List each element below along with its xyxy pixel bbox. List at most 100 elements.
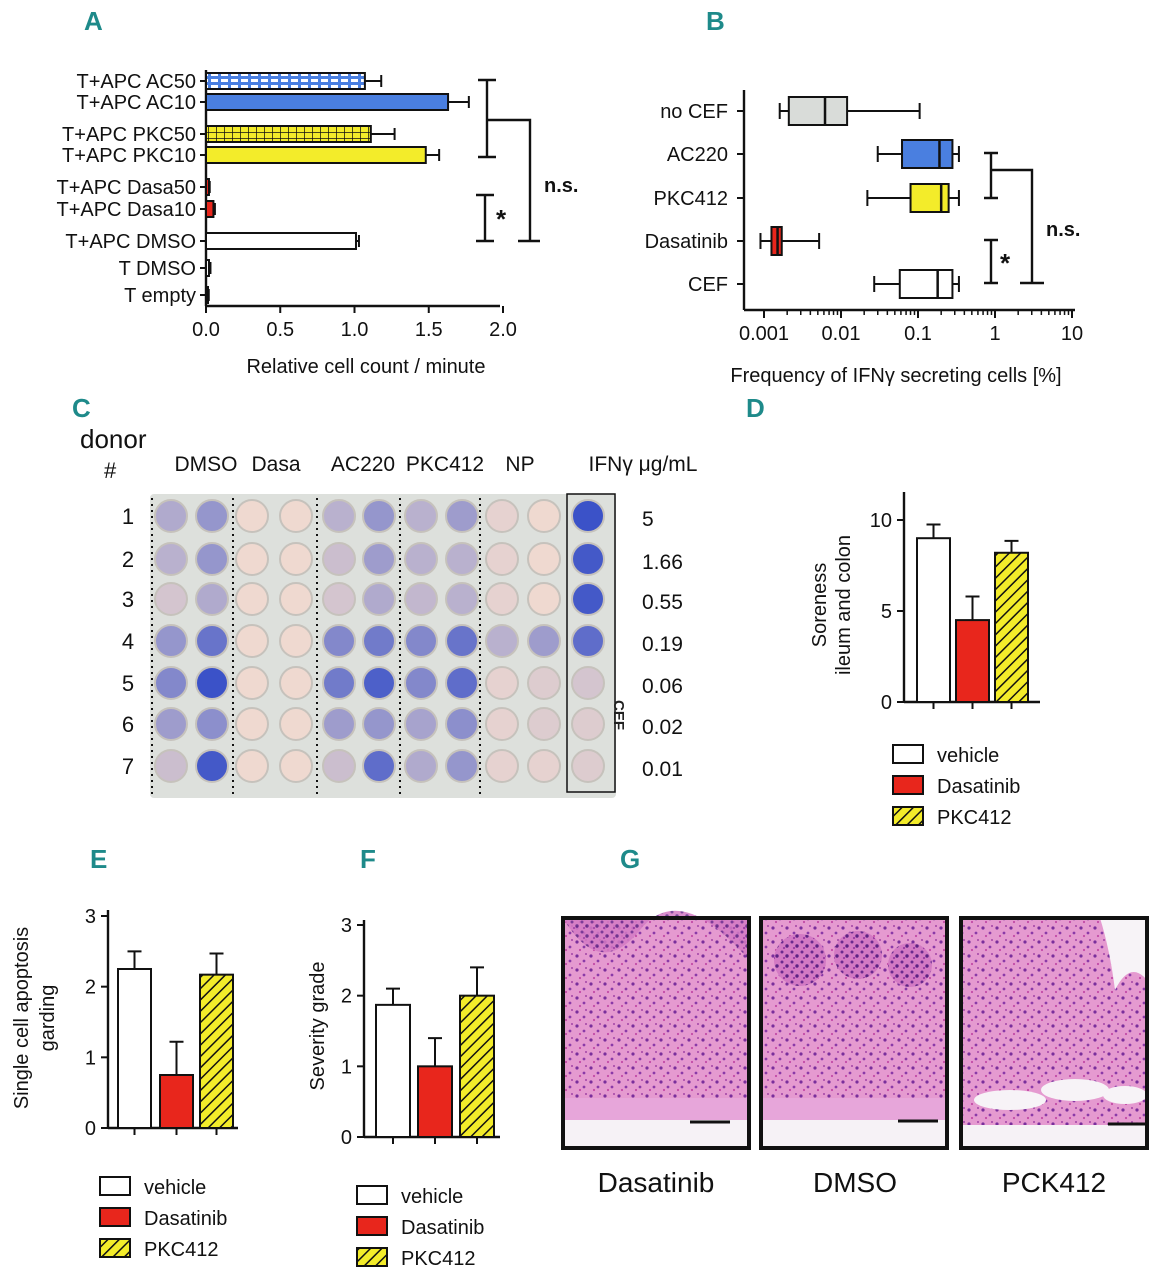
elispot-well xyxy=(404,666,438,700)
elispot-well xyxy=(445,624,479,658)
panel-a-error-bar xyxy=(364,75,383,87)
elispot-ifn-value: 1.66 xyxy=(642,551,683,574)
elispot-well xyxy=(527,666,561,700)
elispot-well xyxy=(445,707,479,741)
panel-label-d: D xyxy=(746,393,765,423)
panel-f-y-tick-label: 3 xyxy=(341,915,352,937)
elispot-hash-label: # xyxy=(104,458,117,483)
elispot-well xyxy=(445,749,479,783)
elispot-well xyxy=(235,542,269,576)
panel-e-bar xyxy=(199,973,234,1129)
panel-e-legend-label: PKC412 xyxy=(144,1239,219,1261)
histology-image-dmso xyxy=(759,916,949,1150)
panel-b-whisker xyxy=(759,233,821,249)
elispot-well xyxy=(279,707,313,741)
panel-f-bar xyxy=(417,1065,453,1139)
panel-e-legend-swatch xyxy=(99,1238,131,1258)
elispot-well xyxy=(362,749,396,783)
panel-d-bar xyxy=(955,619,990,703)
panel-a-x-tick-label: 1.5 xyxy=(415,319,443,341)
panel-f-legend-label: vehicle xyxy=(401,1186,463,1208)
panel-a-x-tick-label: 1.0 xyxy=(341,319,369,341)
elispot-well xyxy=(279,749,313,783)
panel-e-legend-label: vehicle xyxy=(144,1177,206,1199)
panel-b-category-label: CEF xyxy=(688,274,728,296)
elispot-well xyxy=(485,542,519,576)
elispot-well xyxy=(445,582,479,616)
elispot-ifn-value: 0.55 xyxy=(642,591,683,614)
elispot-donor-number: 1 xyxy=(122,504,134,529)
panel-e-bar-chart: 0 1 2 3 Single cell apoptosis garding vehic… xyxy=(11,906,238,1261)
histology-image-dasatinib xyxy=(561,910,751,1150)
elispot-well xyxy=(322,749,356,783)
elispot-column-header: IFNγ μg/mL xyxy=(589,453,698,476)
panel-a-error-bar xyxy=(425,149,441,161)
elispot-well xyxy=(154,582,188,616)
panel-d-y-tick-label: 10 xyxy=(870,510,892,532)
elispot-donor-label: donor xyxy=(80,424,147,454)
panel-f-legend-label: Dasatinib xyxy=(401,1217,484,1239)
elispot-well xyxy=(404,707,438,741)
elispot-well xyxy=(404,542,438,576)
elispot-well xyxy=(362,666,396,700)
elispot-well xyxy=(154,542,188,576)
panel-b-sig-bracket-outer xyxy=(984,151,1044,285)
elispot-well xyxy=(404,749,438,783)
panel-b-box xyxy=(787,96,849,126)
panel-b-star: * xyxy=(1000,248,1011,278)
elispot-column-header: DMSO xyxy=(175,453,238,476)
panel-f-error-bar xyxy=(470,966,484,996)
panel-f-bar xyxy=(459,994,495,1139)
elispot-well xyxy=(279,499,313,533)
elispot-well xyxy=(527,542,561,576)
elispot-well xyxy=(362,582,396,616)
elispot-ifn-value: 5 xyxy=(642,508,654,531)
elispot-well xyxy=(154,499,188,533)
elispot-ifn-value: 0.06 xyxy=(642,675,683,698)
panel-f-legend-label: PKC412 xyxy=(401,1248,476,1270)
elispot-well xyxy=(195,582,229,616)
elispot-well xyxy=(195,542,229,576)
elispot-well xyxy=(404,624,438,658)
elispot-well xyxy=(279,666,313,700)
panel-f-error-bar xyxy=(386,987,400,1005)
elispot-donor-number: 4 xyxy=(122,629,134,654)
panel-a-error-bar xyxy=(213,203,216,215)
elispot-well xyxy=(404,582,438,616)
panel-f-y-tick-label: 2 xyxy=(341,986,352,1008)
panel-b-ns: n.s. xyxy=(1046,219,1080,241)
elispot-well xyxy=(154,624,188,658)
elispot-ifn-value: 0.02 xyxy=(642,716,683,739)
panel-f-bar xyxy=(375,1003,411,1138)
elispot-well xyxy=(235,749,269,783)
panel-a-x-tick-label: 0.5 xyxy=(266,319,294,341)
elispot-well xyxy=(527,624,561,658)
panel-e-error-bar xyxy=(127,950,142,969)
elispot-well xyxy=(362,542,396,576)
elispot-well xyxy=(485,582,519,616)
panel-e-y-label-1: Single cell apoptosis xyxy=(11,927,33,1109)
elispot-donor-number: 7 xyxy=(122,754,134,779)
panel-d-bar-chart: 0 5 10 Soreness ileum and colon vehicle Das… xyxy=(809,492,1040,829)
panel-e-legend-swatch xyxy=(99,1176,131,1196)
panel-d-legend-swatch xyxy=(892,744,924,764)
panel-a-bar xyxy=(205,72,366,90)
panel-a-error-bar xyxy=(208,181,211,193)
panel-f-error-bar xyxy=(428,1037,442,1067)
panel-e-y-tick-label: 1 xyxy=(85,1047,96,1069)
elispot-column-header: AC220 xyxy=(331,453,395,476)
panel-d-y-tick-label: 5 xyxy=(881,601,892,623)
panel-a-category-label: T+APC PKC50 xyxy=(62,124,196,146)
panel-b-category-label: Dasatinib xyxy=(645,231,728,253)
elispot-well xyxy=(485,624,519,658)
panel-a-bar xyxy=(205,146,427,164)
panel-b-category-label: AC220 xyxy=(667,144,728,166)
elispot-well xyxy=(322,707,356,741)
elispot-column-header: PKC412 xyxy=(406,453,484,476)
panel-a-bar xyxy=(205,286,209,304)
elispot-well xyxy=(571,707,605,741)
elispot-well xyxy=(362,707,396,741)
panel-a-sig-bracket-dasa xyxy=(476,193,494,243)
panel-g-histology: Dasatinib DMSO PCK412 xyxy=(561,910,1149,1198)
panel-f-legend-swatch xyxy=(356,1216,388,1236)
